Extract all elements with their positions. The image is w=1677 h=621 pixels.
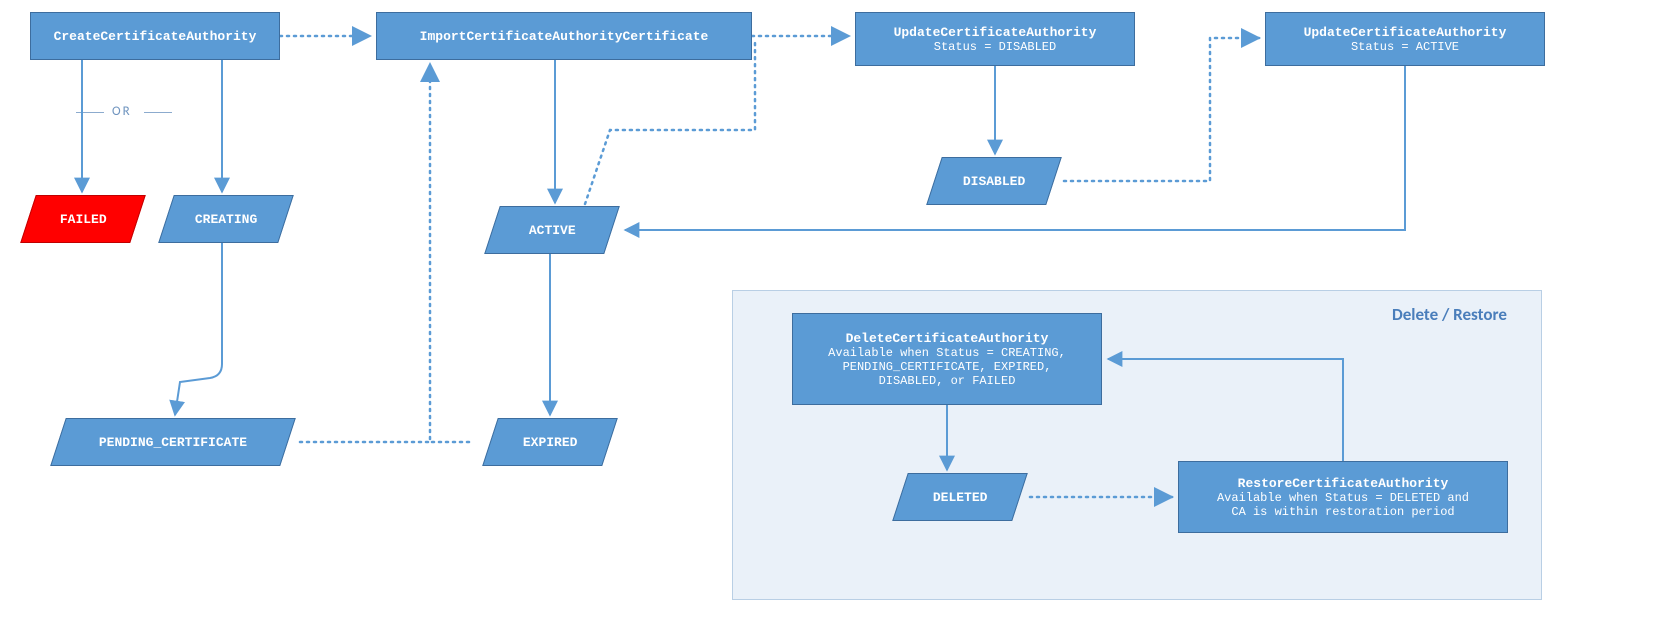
- label: FAILED: [60, 212, 107, 227]
- label: CreateCertificateAuthority: [54, 29, 257, 44]
- state-failed: FAILED: [20, 195, 146, 243]
- node-create-ca: CreateCertificateAuthority: [30, 12, 280, 60]
- node-delete-ca: DeleteCertificateAuthority Available whe…: [792, 313, 1102, 405]
- edge-updA-to-active: [625, 66, 1405, 230]
- subl3: PENDING_CERTIFICATE, EXPIRED,: [843, 360, 1052, 374]
- state-disabled: DISABLED: [926, 157, 1062, 205]
- node-update-ca-active: UpdateCertificateAuthority Status = ACTI…: [1265, 12, 1545, 66]
- node-update-ca-disabled: UpdateCertificateAuthority Status = DISA…: [855, 12, 1135, 66]
- sublabel: Status = DISABLED: [934, 40, 1056, 54]
- label: ACTIVE: [529, 223, 576, 238]
- flowchart-canvas: Delete / Restore OR CreateCertificateAut…: [0, 0, 1677, 621]
- label: ImportCertificateAuthorityCertificate: [420, 29, 709, 44]
- delete-restore-title: Delete / Restore: [1392, 304, 1507, 325]
- edge-creating-to-pending: [175, 243, 222, 415]
- edge-pending-to-import: [300, 64, 430, 442]
- edge-active-to-import-up: [585, 40, 755, 204]
- node-restore-ca: RestoreCertificateAuthority Available wh…: [1178, 461, 1508, 533]
- label: UpdateCertificateAuthority: [894, 25, 1097, 40]
- state-creating: CREATING: [158, 195, 294, 243]
- label: DISABLED: [963, 174, 1025, 189]
- or-line-right: [144, 112, 172, 113]
- or-label: OR: [112, 104, 132, 119]
- state-pending-certificate: PENDING_CERTIFICATE: [50, 418, 296, 466]
- state-deleted: DELETED: [892, 473, 1028, 521]
- subl2: Available when Status = CREATING,: [828, 346, 1066, 360]
- subl3: CA is within restoration period: [1231, 505, 1454, 519]
- label: CREATING: [195, 212, 257, 227]
- label: PENDING_CERTIFICATE: [99, 435, 247, 450]
- subl2: Available when Status = DELETED and: [1217, 491, 1469, 505]
- label: EXPIRED: [523, 435, 578, 450]
- label: RestoreCertificateAuthority: [1238, 476, 1449, 491]
- node-import-ca-cert: ImportCertificateAuthorityCertificate: [376, 12, 752, 60]
- label: UpdateCertificateAuthority: [1304, 25, 1507, 40]
- or-line-left: [76, 112, 104, 113]
- state-active: ACTIVE: [484, 206, 620, 254]
- state-expired: EXPIRED: [482, 418, 618, 466]
- subl4: DISABLED, or FAILED: [879, 374, 1016, 388]
- label: DeleteCertificateAuthority: [846, 331, 1049, 346]
- label: DELETED: [933, 490, 988, 505]
- sublabel: Status = ACTIVE: [1351, 40, 1459, 54]
